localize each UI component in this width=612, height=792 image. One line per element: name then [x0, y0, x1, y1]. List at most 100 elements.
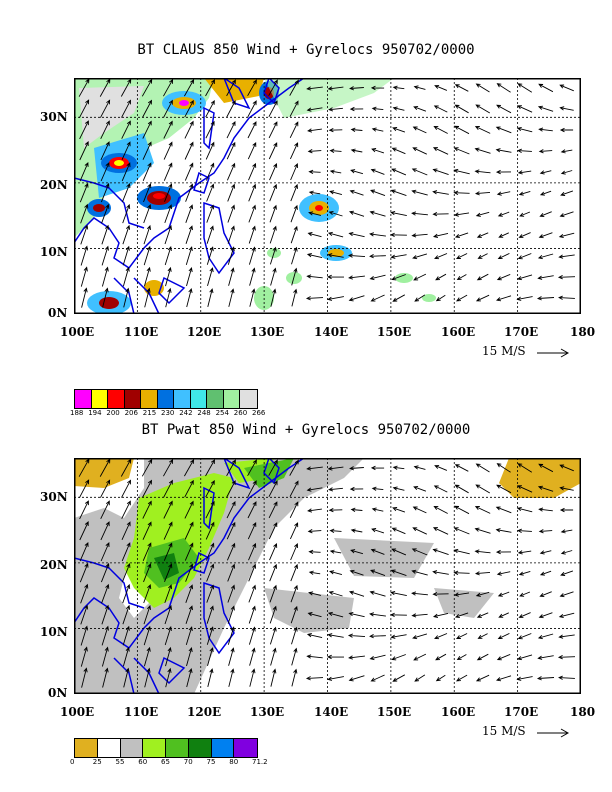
wind-vector-arrow [165, 266, 172, 287]
wind-vector-arrow [391, 548, 407, 556]
wind-vector-arrow [308, 591, 322, 596]
wind-vector-arrow [164, 225, 172, 245]
wind-vector-arrow [121, 500, 131, 519]
wind-vector-arrow [226, 542, 236, 561]
wind-vector-arrow [559, 507, 574, 513]
map2-scale-label: 15 M/S [482, 724, 526, 738]
wind-vector-arrow [308, 211, 322, 216]
wind-vector-arrow [495, 549, 512, 555]
wind-vector-arrow [79, 120, 89, 140]
wind-vector-arrow [121, 479, 131, 498]
wind-vector-arrow [206, 183, 215, 202]
wind-vector-arrow [185, 584, 194, 603]
wind-vector-arrow [347, 253, 366, 258]
wind-vector-arrow [497, 252, 510, 260]
wind-vector-arrow [290, 563, 298, 582]
wind-vector-arrow [369, 612, 386, 617]
wind-vector-arrow [327, 253, 344, 258]
wind-vector-arrow [144, 287, 151, 308]
wind-vector-arrow [79, 182, 89, 203]
colorbar-tick-label: 200 [106, 409, 120, 417]
wind-vector-arrow [79, 521, 89, 541]
wind-vector-arrow [80, 245, 88, 266]
wind-vector-arrow [164, 626, 172, 646]
wind-vector-arrow [163, 99, 173, 118]
wind-vector-arrow [496, 273, 511, 281]
wind-vector-arrow [435, 273, 447, 281]
map2-panel [73, 456, 582, 695]
wind-vector-arrow [249, 288, 256, 307]
wind-vector-arrow [497, 632, 510, 640]
wind-vector-arrow [455, 253, 468, 259]
wind-vector-arrow [518, 570, 531, 576]
colorbar-swatch [120, 739, 144, 757]
wind-vector-arrow [184, 458, 195, 477]
wind-vector-arrow [475, 484, 491, 494]
wind-vector-arrow [538, 127, 553, 132]
wind-vector-arrow [390, 569, 407, 577]
wind-vector-arrow [350, 148, 363, 153]
wind-vector-arrow [307, 149, 322, 154]
wind-vector-arrow [369, 254, 386, 259]
wind-vector-arrow [121, 542, 131, 562]
wind-vector-arrow [291, 626, 298, 645]
map1-grid [74, 78, 581, 314]
wind-vector-arrow [102, 287, 109, 308]
colorbar-tick-label: 65 [161, 758, 170, 766]
wind-vector-arrow [413, 105, 427, 112]
colorbar-swatch [91, 390, 109, 408]
colorbar-swatch [234, 739, 257, 757]
wind-vector-arrow [455, 294, 468, 302]
wind-vector-arrow [80, 583, 89, 604]
wind-vector-arrow [163, 141, 173, 160]
wind-vector-arrow [206, 204, 215, 223]
wind-vector-arrow [269, 204, 277, 223]
wind-vector-arrow [205, 99, 215, 118]
wind-vector-arrow [143, 646, 151, 667]
wind-vector-arrow [560, 529, 573, 534]
wind-vector-arrow [269, 584, 277, 603]
wind-vector-arrow [228, 267, 235, 286]
wind-vector-arrow [205, 79, 215, 97]
wind-vector-arrow [268, 142, 278, 160]
wind-vector-arrow [560, 570, 574, 576]
wind-vector-arrow [226, 162, 236, 181]
map2-lon-label: 130E [250, 705, 285, 719]
wind-vector-arrow [165, 287, 172, 308]
wind-vector-arrow [326, 654, 345, 660]
wind-vector-arrow [206, 626, 214, 645]
wind-vector-arrow [269, 542, 278, 561]
wind-vector-arrow [144, 667, 151, 688]
wind-vector-arrow [349, 189, 364, 196]
wind-vector-arrow [348, 295, 365, 302]
wind-vector-arrow [206, 246, 214, 265]
wind-vector-arrow [329, 570, 343, 576]
wind-vector-arrow [248, 204, 256, 223]
wind-vector-arrow [101, 625, 109, 646]
wind-vector-arrow [516, 296, 533, 301]
wind-vector-arrow [432, 548, 449, 556]
wind-vector-arrow [495, 528, 512, 533]
wind-vector-arrow [371, 106, 384, 111]
wind-vector-arrow [476, 232, 489, 238]
wind-vector-arrow [557, 275, 576, 280]
wind-vector-arrow [391, 147, 406, 155]
wind-vector-arrow [226, 100, 236, 118]
wind-vector-arrow [247, 480, 257, 498]
wind-vector-arrow [249, 647, 256, 666]
map2-colorbar [74, 738, 258, 758]
wind-vector-arrow [474, 571, 491, 576]
wind-vector-arrow [184, 500, 194, 519]
wind-vector-arrow [474, 506, 491, 514]
wind-vector-arrow [79, 99, 90, 119]
wind-vector-arrow [435, 653, 447, 661]
wind-vector-arrow [475, 83, 490, 93]
wind-vector-arrow [142, 99, 152, 118]
wind-vector-arrow [537, 275, 554, 280]
map2-lon-label: 120E [187, 705, 222, 719]
map2-grid [74, 458, 581, 694]
wind-vector-arrow [350, 507, 363, 512]
wind-vector-arrow [559, 486, 574, 491]
wind-vector-arrow [122, 266, 130, 287]
wind-vector-arrow [453, 190, 470, 195]
